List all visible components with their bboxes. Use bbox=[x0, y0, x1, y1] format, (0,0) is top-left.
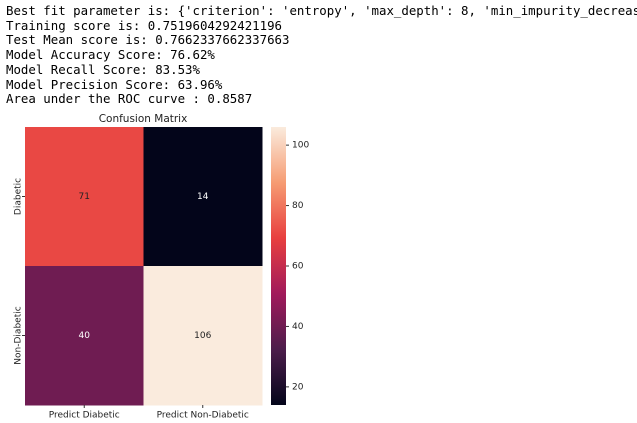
cell-label: 40 bbox=[79, 331, 91, 341]
colorbar-tick-label: 20 bbox=[292, 382, 304, 392]
output-line: Training score is: 0.7519604292421196 bbox=[6, 17, 283, 33]
colorbar-tick-label: 80 bbox=[292, 201, 304, 211]
y-tick-label: Non-Diabetic bbox=[14, 306, 24, 364]
output-line: Best fit parameter is: {'criterion': 'en… bbox=[6, 3, 637, 18]
cell-label: 14 bbox=[197, 192, 209, 202]
output-text: Best fit parameter is: {'criterion': 'en… bbox=[6, 3, 637, 107]
output-line: Model Precision Score: 63.96% bbox=[6, 76, 223, 92]
heatmap-cell bbox=[25, 266, 144, 406]
cell-label: 106 bbox=[194, 331, 211, 341]
x-tick-label: Predict Diabetic bbox=[49, 411, 120, 421]
chart-title: Confusion Matrix bbox=[99, 113, 188, 125]
colorbar-tick-label: 60 bbox=[292, 262, 304, 272]
heatmap-cell bbox=[143, 127, 263, 267]
output-line: Model Accuracy Score: 76.62% bbox=[6, 47, 215, 63]
heatmap-cell bbox=[143, 266, 263, 406]
colorbar-tick-label: 40 bbox=[292, 322, 304, 332]
y-tick-label: Diabetic bbox=[14, 178, 24, 215]
output-line: Model Recall Score: 83.53% bbox=[6, 61, 200, 77]
output-line: Test Mean score is: 0.7662337662337663 bbox=[6, 32, 290, 48]
x-tick-label: Predict Non-Diabetic bbox=[157, 411, 249, 421]
colorbar bbox=[271, 127, 286, 405]
cell-label: 71 bbox=[79, 192, 90, 202]
colorbar-tick-label: 100 bbox=[292, 141, 309, 151]
output-line: Area under the ROC curve : 0.8587 bbox=[6, 91, 253, 107]
heatmap-cell bbox=[25, 127, 144, 267]
